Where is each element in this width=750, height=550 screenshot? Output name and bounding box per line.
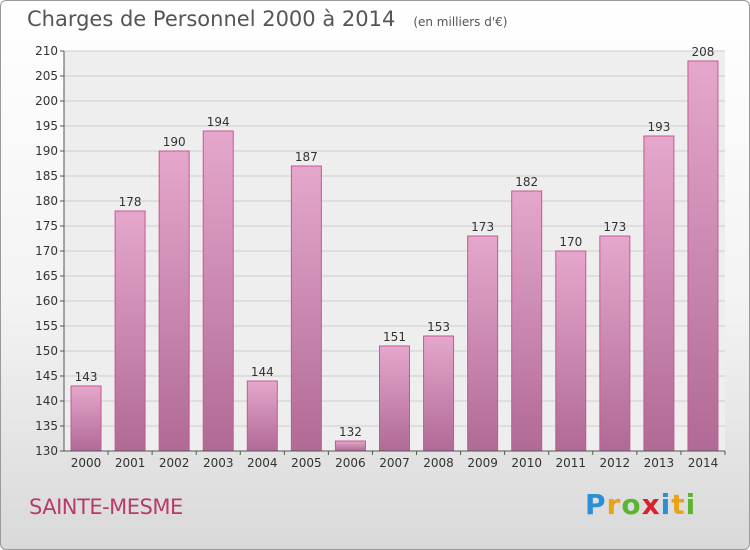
x-tick-label: 2006 [335,456,366,470]
town-name: SAINTE-MESME [29,495,183,519]
chart-subtitle: (en milliers d'€) [413,15,508,29]
bar-value-label: 173 [603,220,626,234]
bar-value-label: 208 [692,45,715,59]
y-tick-label: 200 [35,94,58,108]
y-tick-label: 170 [35,244,58,258]
bar-value-label: 144 [251,365,274,379]
logo-letter: t [671,488,686,521]
chart-title: Charges de Personnel 2000 à 2014 (en mill… [27,7,507,31]
proxiti-logo[interactable]: Proxiti [585,488,696,521]
bar [114,210,146,452]
bar-value-label: 178 [119,195,142,209]
x-tick-label: 2009 [467,456,498,470]
bar [511,190,543,452]
y-tick-label: 165 [35,269,58,283]
x-tick-label: 2011 [555,456,586,470]
bar [70,385,102,452]
logo-letter: r [606,488,622,521]
y-tick-label: 140 [35,394,58,408]
y-tick-label: 195 [35,119,58,133]
bar [334,440,366,452]
x-tick-label: 2013 [644,456,675,470]
bar [555,250,587,452]
x-tick-label: 2005 [291,456,322,470]
axes: 1301351401451501551601651701751801851901… [35,44,726,470]
y-tick-label: 190 [35,144,58,158]
bar-value-label: 170 [559,235,582,249]
x-tick-label: 2002 [159,456,190,470]
y-tick-label: 130 [35,444,58,458]
bar [379,345,410,452]
y-tick-label: 175 [35,219,58,233]
y-tick-label: 135 [35,419,58,433]
bar-value-label: 182 [515,175,538,189]
bar-value-label: 132 [339,425,362,439]
bar-value-label: 187 [295,150,318,164]
bar-value-label: 143 [75,370,98,384]
logo-letter: i [660,488,672,521]
x-tick-label: 2001 [115,456,146,470]
logo-letter: i [685,488,697,521]
bar-value-label: 173 [471,220,494,234]
bar [599,235,631,452]
logo-letter: P [585,488,607,521]
bar [643,135,675,452]
bar-value-label: 193 [647,120,670,134]
x-tick-label: 2007 [379,456,410,470]
bar-value-label: 190 [163,135,186,149]
x-tick-label: 2010 [511,456,542,470]
bar [202,130,234,452]
x-tick-label: 2004 [247,456,278,470]
bar [246,380,278,452]
y-tick-label: 155 [35,319,58,333]
logo-letter: o [621,488,642,521]
y-tick-label: 185 [35,169,58,183]
logo-letter: x [641,488,661,521]
bar [687,60,719,452]
bar [290,165,322,452]
y-tick-label: 145 [35,369,58,383]
bar [423,335,455,452]
bars: 143 178 190 194 144 187 132 151 153 173 182 170 173 1… [70,45,719,452]
x-tick-label: 2012 [600,456,631,470]
y-tick-label: 210 [35,44,58,58]
x-tick-label: 2000 [71,456,102,470]
y-tick-label: 205 [35,69,58,83]
x-tick-label: 2014 [688,456,719,470]
y-tick-label: 150 [35,344,58,358]
bar-value-label: 153 [427,320,450,334]
bar-value-label: 194 [207,115,230,129]
bar [158,150,190,452]
x-tick-label: 2003 [203,456,234,470]
x-tick-label: 2008 [423,456,454,470]
bar-value-label: 151 [383,330,406,344]
bar [467,235,499,452]
y-tick-label: 160 [35,294,58,308]
y-tick-label: 180 [35,194,58,208]
chart-title-text: Charges de Personnel 2000 à 2014 [27,7,396,31]
